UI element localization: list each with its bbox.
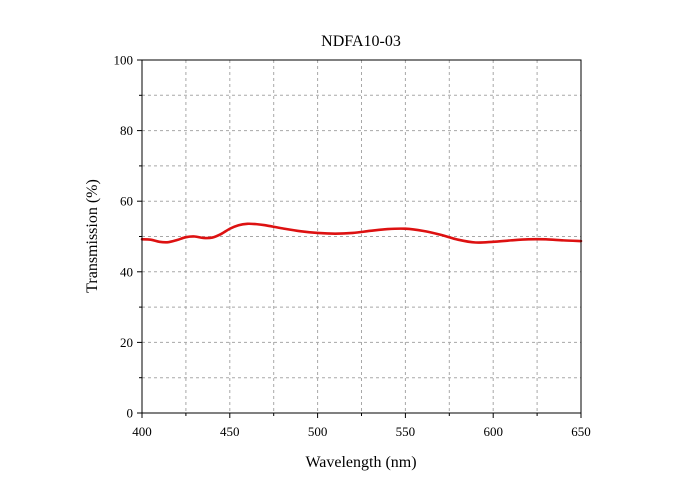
y-tick-label: 80 [120, 123, 133, 138]
plot-frame [141, 59, 582, 414]
x-tick-label: 500 [308, 424, 328, 439]
series-layer [140, 222, 583, 244]
x-tick-label: 650 [571, 424, 591, 439]
chart-title: NDFA10-03 [321, 33, 401, 50]
y-axis-title: Transmission (%) [84, 179, 101, 293]
transmission-series-line [140, 222, 583, 244]
y-tick-label: 0 [127, 406, 134, 421]
x-axis-title: Wavelength (nm) [305, 454, 416, 471]
axis-ticks: 400 450 500 550 600 650 0 20 40 60 80 100 [114, 53, 591, 440]
y-tick-label: 60 [120, 194, 133, 209]
y-tick-label: 100 [114, 53, 134, 68]
grid-lines [142, 60, 581, 413]
x-tick-label: 600 [483, 424, 503, 439]
y-tick-label: 20 [120, 335, 133, 350]
x-tick-label: 550 [396, 424, 416, 439]
x-tick-label: 450 [220, 424, 240, 439]
x-tick-label: 400 [132, 424, 152, 439]
y-tick-label: 40 [120, 264, 133, 279]
